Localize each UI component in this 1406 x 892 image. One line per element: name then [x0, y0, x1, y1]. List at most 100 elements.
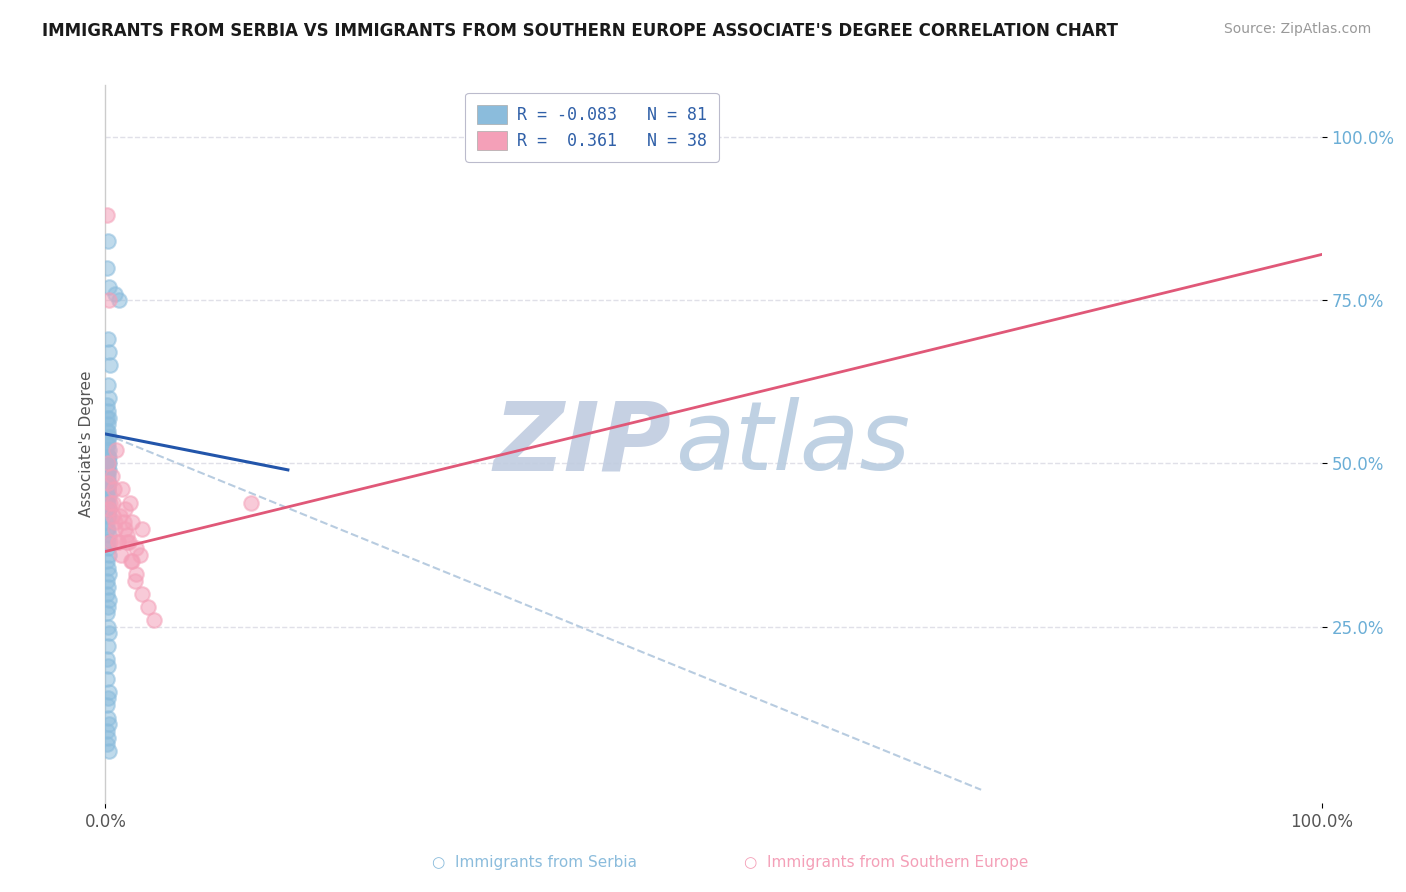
- Point: [98, 508, 121, 523]
- Point: [97, 475, 120, 490]
- Point: [97, 619, 120, 633]
- Point: [97, 483, 120, 497]
- Point: [96, 554, 118, 568]
- Point: [96, 698, 118, 712]
- Point: [97, 561, 120, 575]
- Point: [96, 495, 118, 509]
- Point: [98, 534, 121, 549]
- Point: [111, 483, 134, 497]
- Point: [101, 508, 124, 523]
- Point: [97, 534, 120, 549]
- Point: [117, 534, 139, 549]
- Point: [96, 574, 118, 588]
- Point: [124, 574, 146, 588]
- Point: [97, 639, 120, 653]
- Point: [103, 483, 125, 497]
- Point: [98, 685, 121, 699]
- Point: [98, 450, 121, 464]
- Point: [104, 515, 127, 529]
- Point: [107, 534, 129, 549]
- Point: [96, 672, 118, 686]
- Point: [136, 599, 159, 614]
- Point: [131, 587, 153, 601]
- Point: [98, 548, 121, 562]
- Point: [96, 456, 118, 470]
- Point: [97, 436, 120, 450]
- Point: [97, 522, 120, 536]
- Point: [98, 410, 121, 425]
- Point: [97, 450, 120, 464]
- Point: [97, 502, 120, 516]
- Point: [98, 359, 121, 373]
- Point: [98, 717, 121, 731]
- Point: [97, 711, 120, 725]
- Point: [98, 495, 121, 509]
- Point: [96, 436, 118, 450]
- Point: [104, 522, 127, 536]
- Point: [108, 293, 131, 307]
- Legend: R = -0.083   N = 81, R =  0.361   N = 38: R = -0.083 N = 81, R = 0.361 N = 38: [465, 93, 718, 161]
- Point: [97, 731, 120, 745]
- Point: [98, 489, 121, 503]
- Point: [96, 502, 118, 516]
- Point: [97, 417, 120, 432]
- Point: [96, 587, 118, 601]
- Point: [97, 332, 120, 346]
- Point: [97, 483, 120, 497]
- Point: [131, 522, 153, 536]
- Point: [96, 724, 118, 739]
- Point: [117, 528, 139, 542]
- Point: [96, 534, 118, 549]
- Point: [98, 475, 121, 490]
- Point: [98, 502, 121, 516]
- Point: [98, 391, 121, 405]
- Point: [118, 495, 141, 509]
- Point: [112, 515, 135, 529]
- Point: [98, 443, 121, 458]
- Point: [97, 456, 120, 470]
- Point: [107, 534, 129, 549]
- Point: [98, 528, 121, 542]
- Point: [96, 208, 118, 222]
- Point: [96, 607, 118, 621]
- Point: [96, 652, 118, 666]
- Point: [97, 658, 120, 673]
- Point: [97, 456, 120, 470]
- Point: [97, 541, 120, 556]
- Point: [96, 463, 118, 477]
- Y-axis label: Associate's Degree: Associate's Degree: [79, 370, 94, 517]
- Point: [98, 743, 121, 757]
- Point: [98, 430, 121, 444]
- Point: [96, 489, 118, 503]
- Point: [128, 548, 150, 562]
- Point: [98, 456, 121, 470]
- Point: [97, 691, 120, 706]
- Point: [97, 378, 120, 392]
- Point: [125, 567, 148, 582]
- Point: [98, 502, 121, 516]
- Point: [110, 548, 132, 562]
- Point: [96, 424, 118, 438]
- Point: [97, 463, 120, 477]
- Point: [97, 508, 120, 523]
- Point: [96, 410, 118, 425]
- Text: IMMIGRANTS FROM SERBIA VS IMMIGRANTS FROM SOUTHERN EUROPE ASSOCIATE'S DEGREE COR: IMMIGRANTS FROM SERBIA VS IMMIGRANTS FRO…: [42, 22, 1118, 40]
- Point: [114, 502, 136, 516]
- Point: [108, 508, 131, 523]
- Point: [97, 581, 120, 595]
- Point: [98, 280, 121, 294]
- Point: [121, 554, 143, 568]
- Point: [96, 260, 118, 275]
- Point: [98, 463, 121, 477]
- Point: [240, 495, 263, 509]
- Point: [98, 567, 121, 582]
- Point: [97, 430, 120, 444]
- Point: [101, 495, 124, 509]
- Point: [97, 495, 120, 509]
- Point: [97, 424, 120, 438]
- Point: [114, 522, 136, 536]
- Point: [105, 443, 128, 458]
- Point: [96, 522, 118, 536]
- Point: [96, 469, 118, 483]
- Point: [97, 450, 120, 464]
